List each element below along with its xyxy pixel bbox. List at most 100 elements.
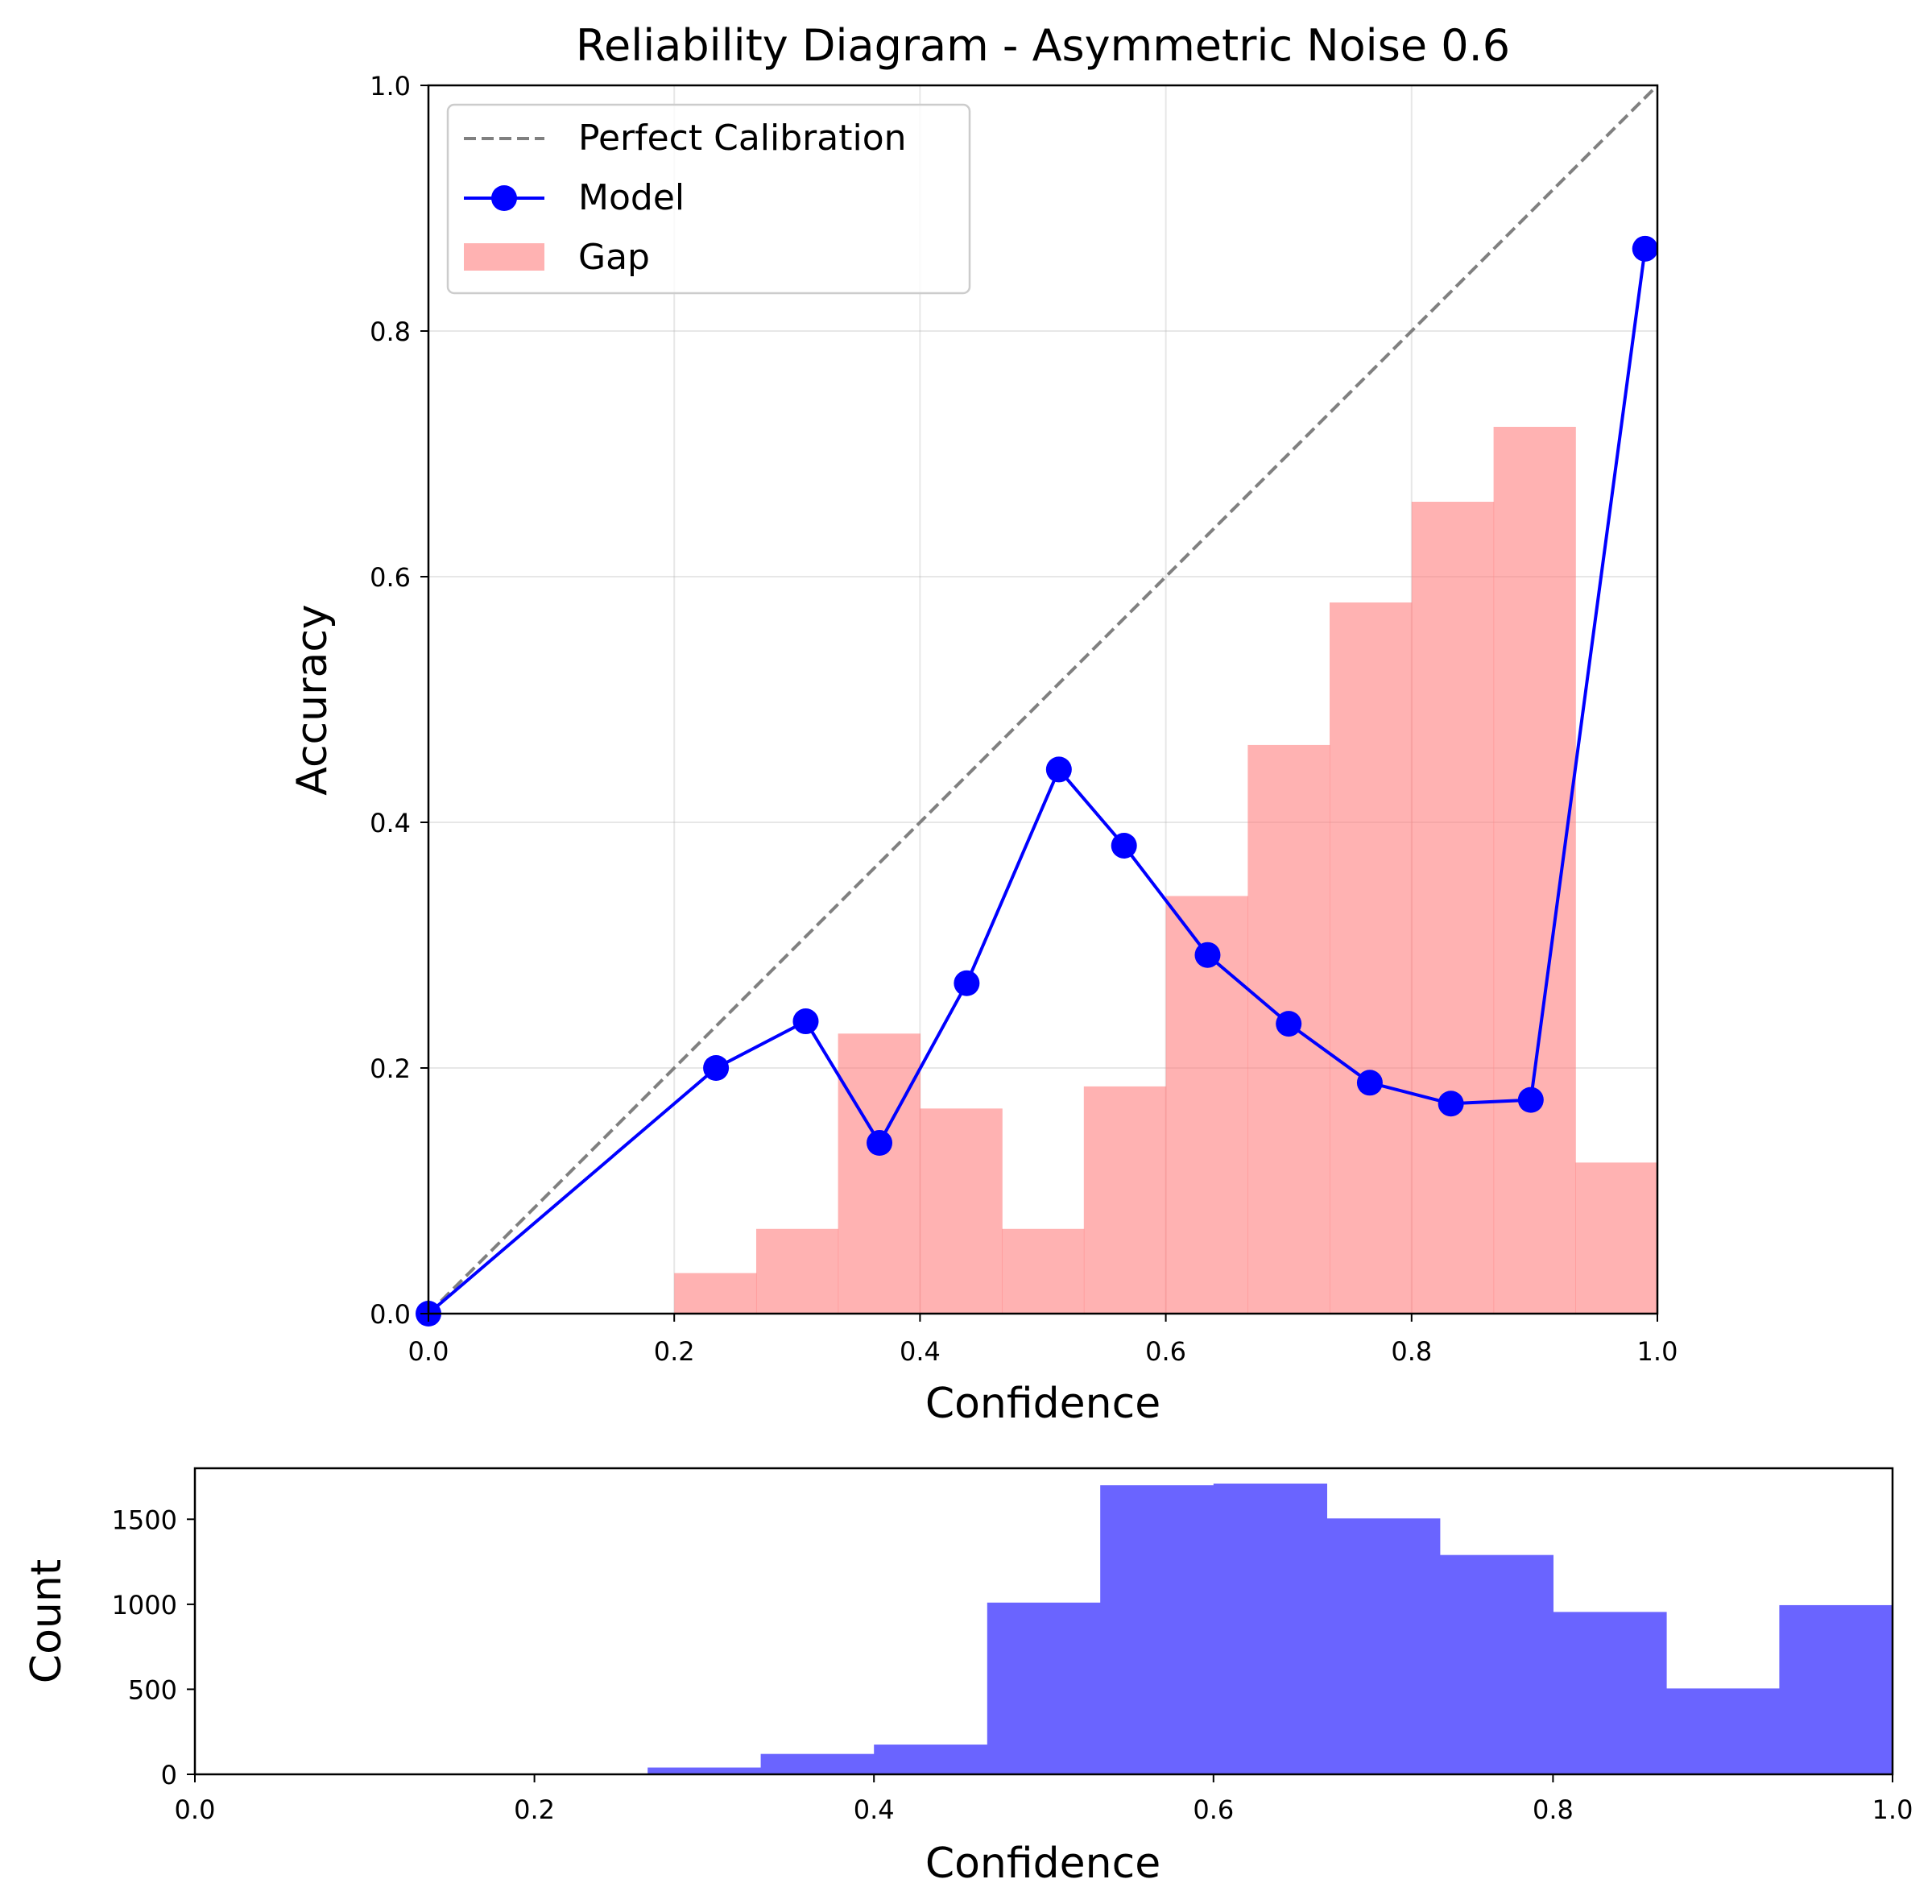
model-point	[1194, 942, 1221, 968]
x-tick-label: 1.0	[1637, 1336, 1678, 1367]
y-tick: 500	[128, 1674, 195, 1705]
y-tick-label: 0.2	[370, 1053, 411, 1084]
x-tick: 1.0	[1872, 1774, 1913, 1825]
plot-frame	[427, 84, 1659, 1315]
count-bar	[874, 1745, 988, 1774]
x-tick-label: 0.0	[175, 1794, 216, 1825]
x-tick-label: 0.4	[854, 1794, 895, 1825]
model-point	[1111, 832, 1137, 859]
y-tick: 0	[161, 1760, 195, 1790]
x-tick: 0.2	[514, 1774, 555, 1825]
y-tick-label: 1.0	[370, 71, 411, 101]
y-tick-label: 0.6	[370, 562, 411, 593]
count-bar	[1100, 1485, 1214, 1774]
gap-bar	[755, 1228, 839, 1314]
chart-title: Reliability Diagram - Asymmetric Noise 0…	[576, 20, 1510, 71]
y-tick: 0.8	[370, 317, 428, 347]
gap-bars	[674, 426, 1658, 1314]
x-tick-label: 0.0	[408, 1336, 449, 1367]
model-point	[1356, 1070, 1383, 1096]
y-tick: 1.0	[370, 71, 428, 101]
y-tick: 0.0	[370, 1299, 428, 1330]
legend-entry-perfect-calibration: Perfect Calibration	[464, 118, 907, 159]
gap-bar	[1575, 1162, 1658, 1314]
x-tick: 0.0	[175, 1774, 216, 1825]
y-axis-ticks: 0.0 0.2 0.4 0.6 0.8 1.0	[370, 71, 428, 1330]
model-points	[416, 235, 1658, 1327]
x-tick-label: 0.8	[1391, 1336, 1432, 1367]
x-axis-ticks: 0.0 0.2 0.4 0.6 0.8 1.0	[408, 1314, 1678, 1367]
model-point	[1632, 235, 1658, 262]
y-axis-ticks: 0 500 1000 1500	[112, 1505, 195, 1790]
gap-bar	[1493, 426, 1576, 1314]
count-bar	[1666, 1688, 1780, 1774]
y-tick: 0.2	[370, 1053, 428, 1084]
legend-entry-gap: Gap	[464, 237, 650, 278]
count-bar	[647, 1767, 762, 1774]
reliability-diagram: Reliability Diagram - Asymmetric Noise 0…	[288, 20, 1678, 1428]
y-tick-label: 1500	[112, 1505, 177, 1535]
y-tick-label: 0.4	[370, 808, 411, 838]
x-tick-label: 0.6	[1145, 1336, 1186, 1367]
x-tick: 0.6	[1145, 1314, 1186, 1367]
x-axis-label: Confidence	[925, 1840, 1160, 1888]
y-axis-label: Accuracy	[288, 604, 337, 795]
count-bar	[1779, 1604, 1893, 1774]
x-tick: 0.2	[654, 1314, 695, 1367]
model-point	[1045, 756, 1072, 783]
legend-label: Gap	[578, 237, 650, 278]
count-bar	[760, 1753, 875, 1774]
confidence-histogram: 0.0 0.2 0.4 0.6 0.8 1.0 0 500 1000 1500 …	[23, 1467, 1913, 1888]
count-bars	[647, 1484, 1893, 1774]
count-bar	[987, 1602, 1101, 1774]
gap-bar	[1083, 1086, 1167, 1314]
model-point	[792, 1008, 819, 1035]
count-bar	[1213, 1484, 1328, 1774]
x-tick-label: 0.4	[900, 1336, 941, 1367]
gap-bar	[838, 1033, 920, 1314]
x-tick: 0.8	[1391, 1314, 1432, 1367]
y-tick-label: 0	[161, 1760, 177, 1790]
gap-bar	[1330, 602, 1413, 1314]
x-axis-label: Confidence	[925, 1380, 1160, 1428]
x-tick: 0.4	[900, 1314, 941, 1367]
x-tick-label: 0.6	[1193, 1794, 1234, 1825]
x-tick: 0.4	[854, 1774, 895, 1825]
x-tick: 0.6	[1193, 1774, 1234, 1825]
model-point	[703, 1055, 730, 1081]
y-tick-label: 0.0	[370, 1299, 411, 1330]
y-tick: 1500	[112, 1505, 195, 1535]
gap-bar	[920, 1108, 1003, 1314]
y-tick-label: 0.8	[370, 317, 411, 347]
x-tick-label: 1.0	[1872, 1794, 1913, 1825]
gap-bar	[674, 1273, 757, 1314]
plot-frame	[193, 1467, 1894, 1776]
legend-label: Perfect Calibration	[578, 118, 907, 159]
count-bar	[1326, 1518, 1441, 1774]
gap-bar	[1411, 501, 1495, 1314]
model-point	[1438, 1091, 1464, 1117]
count-bar	[1553, 1612, 1667, 1774]
y-tick: 1000	[112, 1590, 195, 1620]
model-point	[1517, 1087, 1544, 1113]
x-tick-label: 0.8	[1533, 1794, 1574, 1825]
y-tick-label: 1000	[112, 1590, 177, 1620]
legend: Perfect Calibration Model Gap	[446, 103, 971, 295]
model-point	[867, 1130, 893, 1157]
gap-bar	[1002, 1228, 1085, 1314]
model-point	[954, 970, 980, 996]
y-tick: 0.6	[370, 562, 428, 593]
x-tick-label: 0.2	[514, 1794, 555, 1825]
x-tick: 0.0	[408, 1314, 449, 1367]
perfect-calibration-line	[427, 84, 1659, 1315]
legend-entry-model: Model	[464, 177, 685, 218]
y-tick-label: 500	[128, 1674, 177, 1705]
x-axis-ticks: 0.0 0.2 0.4 0.6 0.8 1.0	[175, 1774, 1913, 1825]
x-tick-label: 0.2	[654, 1336, 695, 1367]
model-point	[1276, 1011, 1302, 1037]
legend-label: Model	[578, 177, 685, 218]
x-tick: 1.0	[1637, 1314, 1678, 1367]
count-bar	[1439, 1554, 1553, 1774]
